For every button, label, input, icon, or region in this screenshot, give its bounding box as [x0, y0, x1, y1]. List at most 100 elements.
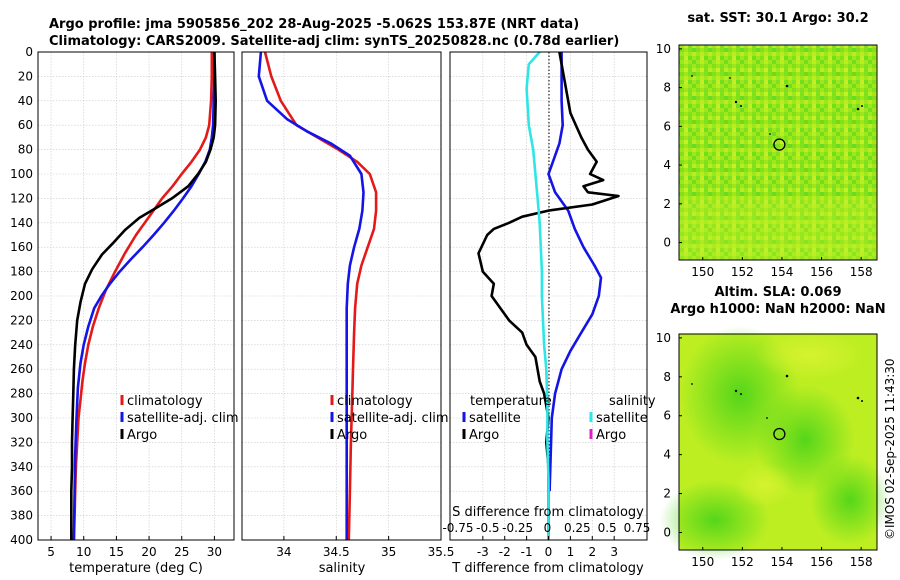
- x-tick-label: 5: [47, 545, 55, 559]
- lon-tick-label: 154: [771, 265, 794, 279]
- x-tick-label: 20: [141, 545, 156, 559]
- x-tick-label: 34: [276, 545, 291, 559]
- legend-label: satellite: [596, 411, 648, 426]
- y-tick-label: 320: [10, 435, 33, 449]
- top-tick-label: 0.75: [624, 521, 651, 535]
- y-tick-label: 260: [10, 362, 33, 376]
- lat-tick-label: 10: [656, 42, 671, 56]
- lat-tick-label: 8: [663, 81, 671, 95]
- x-tick-label: 10: [76, 545, 91, 559]
- x-tick-label: 2: [588, 545, 596, 559]
- sst-islands: [691, 75, 863, 135]
- sla-blob: [755, 330, 865, 380]
- temperature-grid: [38, 51, 234, 541]
- sst-map-south-band: [679, 200, 877, 260]
- difference-legend: temperature salinity satellite Argo satellit…: [462, 394, 656, 443]
- temperature-ticks: 5 10 15 20 25 30: [47, 536, 222, 559]
- sst-map-frame: [678, 44, 878, 261]
- top-tick-label: 0: [544, 521, 552, 535]
- sla-map-title: Altim. SLA: 0.069: [715, 285, 842, 300]
- y-tick-label: 200: [10, 289, 33, 303]
- difference-ticks: -3 -2 -1 0 1 2 3: [477, 536, 618, 559]
- s-difference-ticks: -0.75 -0.5 -0.25 0 0.25 0.5 0.75: [442, 521, 650, 535]
- lon-tick-label: 158: [850, 555, 873, 569]
- y-tick-label: 20: [18, 69, 33, 83]
- sst-map-title: sat. SST: 30.1 Argo: 30.2: [687, 11, 868, 26]
- sla-blob: [660, 480, 770, 560]
- sla-map-frame: [678, 333, 878, 551]
- sla-lat-ticks: 0 2 4 6 8 10: [656, 331, 682, 539]
- title-line-1: Argo profile: jma 5905856_202 28-Aug-202…: [49, 17, 579, 32]
- legend-label: satellite-adj. clim: [127, 411, 239, 426]
- x-tick-label: 34.5: [323, 545, 350, 559]
- series-line-t-satellite: [547, 52, 603, 492]
- series-line-climatology: [72, 52, 214, 541]
- top-tick-label: -0.25: [502, 521, 533, 535]
- difference-xlabel: T difference from climatology: [451, 561, 644, 576]
- legend-heading-salinity: salinity: [609, 394, 656, 409]
- series-line-satellite-adj-clim: [257, 51, 365, 540]
- lon-tick-label: 152: [731, 265, 754, 279]
- lat-tick-label: 8: [663, 370, 671, 384]
- y-tick-label: 180: [10, 265, 33, 279]
- y-tick-label: 160: [10, 240, 33, 254]
- sla-blob: [810, 455, 890, 545]
- salinity-frame: [241, 51, 442, 541]
- lon-tick-label: 154: [771, 555, 794, 569]
- sla-map-subtitle: Argo h1000: NaN h2000: NaN: [670, 302, 885, 317]
- lat-tick-label: 10: [656, 331, 671, 345]
- x-tick-label: 25: [174, 545, 189, 559]
- y-tick-label: 140: [10, 216, 33, 230]
- sst-map-texture: [679, 45, 877, 260]
- y-tick-label: 400: [10, 533, 33, 547]
- lon-tick-label: 156: [810, 265, 833, 279]
- salinity-series: [257, 51, 378, 541]
- y-tick-label: 100: [10, 167, 33, 181]
- y-tick-label: 80: [18, 143, 33, 157]
- y-tick-label: 280: [10, 387, 33, 401]
- lon-tick-label: 150: [691, 555, 714, 569]
- salinity-legend: climatology satellite-adj. clim Argo: [330, 394, 449, 443]
- legend-heading-temperature: temperature: [470, 394, 552, 409]
- sla-lon-ticks: 150 152 154 156 158: [691, 547, 873, 569]
- y-tick-label: 340: [10, 460, 33, 474]
- lon-tick-label: 158: [850, 265, 873, 279]
- s-difference-label: S difference from climatology: [452, 505, 644, 520]
- y-tick-label: 360: [10, 484, 33, 498]
- top-tick-label: 0.5: [598, 521, 617, 535]
- series-line-argo: [70, 51, 217, 540]
- x-tick-label: 3: [610, 545, 618, 559]
- series-line-satellite-adj-clim: [72, 52, 216, 541]
- y-tick-label: 0: [25, 45, 33, 59]
- lat-tick-label: 0: [663, 236, 671, 250]
- sst-argo-marker: [773, 138, 786, 151]
- legend-label: climatology: [337, 394, 413, 409]
- x-tick-label: 30: [207, 545, 222, 559]
- lat-tick-label: 2: [663, 197, 671, 211]
- lat-tick-label: 6: [663, 409, 671, 423]
- lon-tick-label: 152: [731, 555, 754, 569]
- title-line-2: Climatology: CARS2009. Satellite-adj cli…: [49, 34, 619, 49]
- timestamp-stamp: ©IMOS 02-Sep-2025 11:43:30: [883, 358, 897, 540]
- legend-label: climatology: [127, 394, 203, 409]
- legend-label: Argo: [127, 428, 157, 443]
- temperature-frame: [37, 51, 235, 541]
- lat-tick-label: 6: [663, 119, 671, 133]
- depth-ticks: 0 20 40 60 80 100 120 140 160 180 200 220 240 260 280 3…: [10, 45, 33, 547]
- legend-label: Argo: [596, 428, 626, 443]
- temperature-series: [70, 51, 217, 541]
- lat-tick-label: 0: [663, 525, 671, 539]
- temperature-legend: climatology satellite-adj. clim Argo: [120, 394, 239, 443]
- legend-label: Argo: [469, 428, 499, 443]
- y-tick-label: 240: [10, 338, 33, 352]
- y-tick-label: 120: [10, 191, 33, 205]
- difference-panel: -3 -2 -1 0 1 2 3 T difference from climatology…: [442, 51, 656, 576]
- legend-label: satellite-adj. clim: [337, 411, 449, 426]
- sst-map-panel: sat. SST: 30.1 Argo: 30.2 150 152 154 156 15…: [656, 11, 878, 279]
- lat-tick-label: 4: [663, 158, 671, 172]
- difference-series: [477, 51, 620, 540]
- y-tick-label: 300: [10, 411, 33, 425]
- lat-tick-label: 2: [663, 487, 671, 501]
- salinity-panel: 34 34.5 35 35.5 salinity climatology satelli…: [241, 51, 454, 576]
